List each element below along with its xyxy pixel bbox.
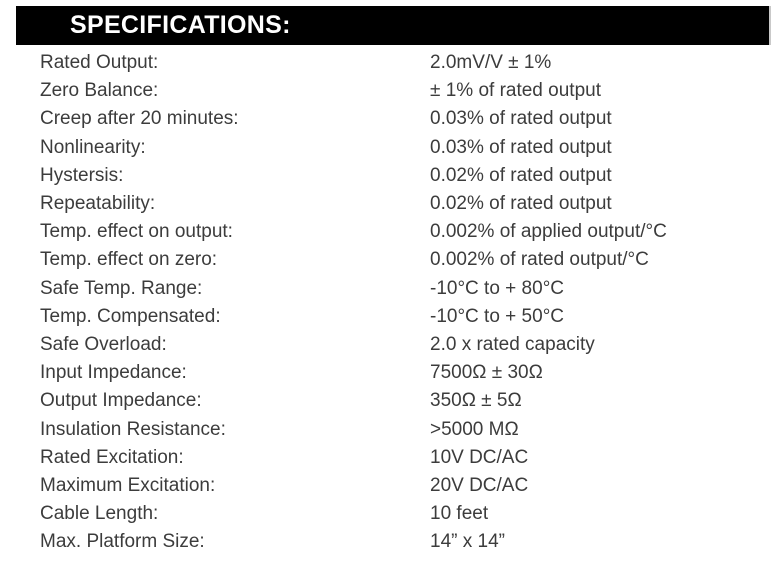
spec-row: Temp. effect on zero: 0.002% of rated out… [40, 246, 770, 274]
spec-label: Cable Length: [40, 503, 159, 525]
spec-row: Insulation Resistance: >5000 MΩ [40, 416, 770, 444]
spec-row: Rated Excitation: 10V DC/AC [40, 444, 770, 472]
spec-label: Temp. Compensated: [40, 305, 221, 327]
spec-label: Safe Overload: [40, 334, 167, 356]
spec-row: Cable Length: 10 feet [40, 500, 770, 528]
spec-row: Creep after 20 minutes: 0.03% of rated ou… [40, 105, 770, 133]
spec-label: Hystersis: [40, 164, 124, 186]
spec-row: Safe Temp. Range: -10°C to + 80°C [40, 275, 770, 303]
spec-label: Rated Excitation: [40, 446, 184, 468]
spec-label: Nonlinearity: [40, 136, 146, 158]
spec-value: 0.02% of rated output [430, 193, 612, 215]
spec-row: Temp. Compensated: -10°C to + 50°C [40, 303, 770, 331]
spec-row: Rated Output: 2.0mV/V ± 1% [40, 49, 770, 77]
spec-row: Nonlinearity: 0.03% of rated output [40, 134, 770, 162]
spec-value: 10 feet [430, 503, 489, 525]
spec-label: Creep after 20 minutes: [40, 108, 239, 130]
spec-label: Max. Platform Size: [40, 531, 205, 553]
spec-value: 10V DC/AC [430, 446, 529, 468]
specifications-title: SPECIFICATIONS: [70, 11, 291, 39]
spec-row: Safe Overload: 2.0 x rated capacity [40, 331, 770, 359]
spec-value: 0.002% of applied output/°C [430, 221, 667, 243]
spec-value: 2.0 x rated capacity [430, 334, 595, 356]
spec-label: Rated Output: [40, 52, 159, 73]
spec-value: 0.002% of rated output/°C [430, 249, 649, 271]
spec-value: >5000 MΩ [430, 418, 519, 440]
spec-label: Repeatability: [40, 193, 156, 215]
spec-label: Input Impedance: [40, 362, 187, 384]
spec-value: 0.03% of rated output [430, 108, 612, 130]
spec-value: ± 1% of rated output [430, 80, 601, 102]
spec-label: Safe Temp. Range: [40, 277, 203, 299]
spec-row: Output Impedance: 350Ω ± 5Ω [40, 387, 770, 415]
spec-value: 20V DC/AC [430, 475, 529, 497]
spec-row: Maximum Excitation: 20V DC/AC [40, 472, 770, 500]
spec-row: Hystersis: 0.02% of rated output [40, 162, 770, 190]
spec-value: 0.03% of rated output [430, 136, 612, 158]
spec-row: Input Impedance: 7500Ω ± 30Ω [40, 359, 770, 387]
spec-list: Rated Output: 2.0mV/V ± 1% Zero Balance: ± … [40, 49, 770, 557]
spec-value: 14” x 14” [430, 531, 505, 553]
spec-value: -10°C to + 50°C [430, 305, 565, 327]
spec-row: Zero Balance: ± 1% of rated output [40, 77, 770, 105]
spec-row: Repeatability: 0.02% of rated output [40, 190, 770, 218]
spec-label: Output Impedance: [40, 390, 202, 412]
spec-label: Insulation Resistance: [40, 418, 226, 440]
spec-label: Maximum Excitation: [40, 475, 216, 497]
spec-label: Temp. effect on output: [40, 221, 233, 243]
spec-value: 0.02% of rated output [430, 164, 612, 186]
spec-value: 2.0mV/V ± 1% [430, 52, 552, 73]
spec-row: Max. Platform Size: 14” x 14” [40, 528, 770, 556]
spec-value: 7500Ω ± 30Ω [430, 362, 543, 384]
spec-value: 350Ω ± 5Ω [430, 390, 522, 412]
spec-label: Zero Balance: [40, 80, 159, 102]
spec-row: Temp. effect on output: 0.002% of applied… [40, 218, 770, 246]
spec-value: -10°C to + 80°C [430, 277, 565, 299]
specifications-header: SPECIFICATIONS: [16, 6, 771, 45]
spec-label: Temp. effect on zero: [40, 249, 218, 271]
